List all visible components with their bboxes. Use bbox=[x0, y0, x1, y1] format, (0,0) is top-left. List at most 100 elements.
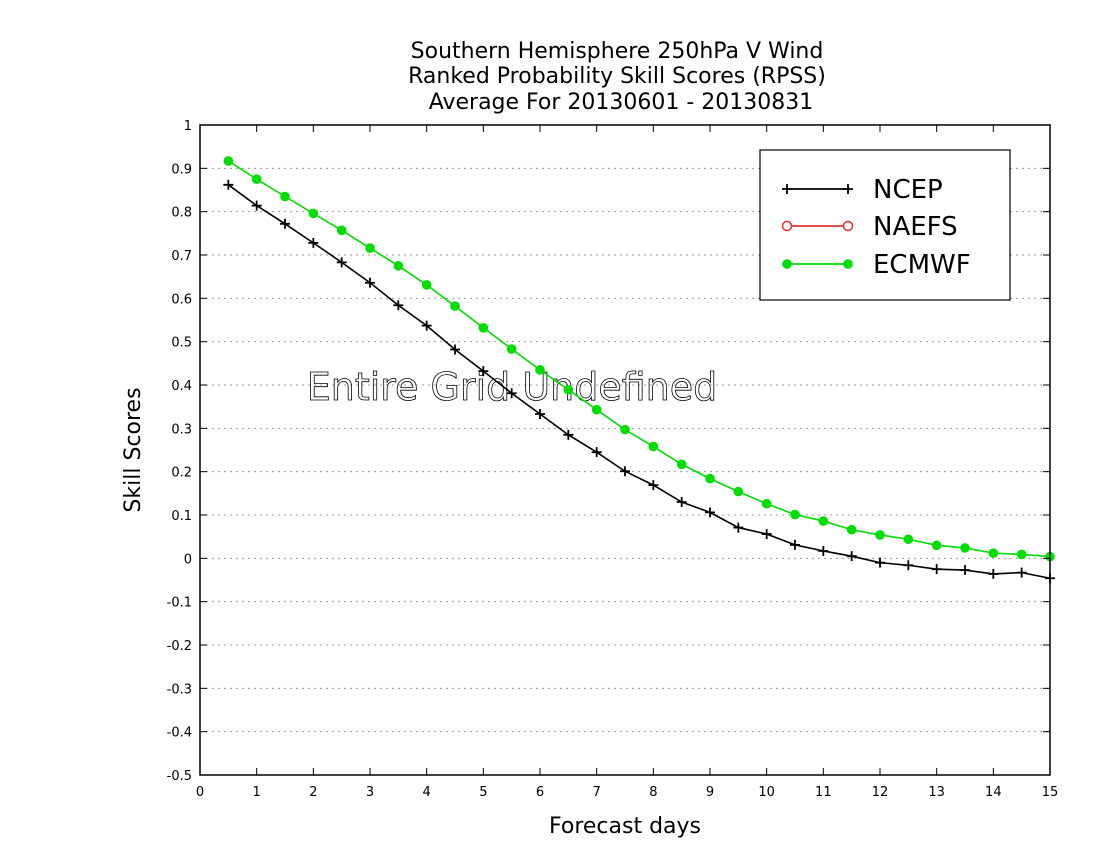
y-tick-label: 0.3 bbox=[171, 422, 192, 437]
ncep-point bbox=[875, 557, 885, 568]
y-tick-label: 1 bbox=[184, 119, 192, 134]
ecmwf-point bbox=[676, 459, 687, 470]
ecmwf-point bbox=[223, 156, 234, 166]
ncep-point bbox=[251, 200, 262, 211]
y-tick-label: -0.3 bbox=[167, 682, 192, 697]
ecmwf-point bbox=[1016, 549, 1027, 560]
ncep-point bbox=[648, 480, 659, 491]
ecmwf-point bbox=[336, 225, 347, 236]
ecmwf-point bbox=[393, 261, 404, 271]
ncep-point bbox=[620, 466, 630, 477]
legend-ecmwf-marker bbox=[782, 259, 792, 269]
y-tick-label: -0.2 bbox=[167, 639, 192, 654]
ncep-point bbox=[535, 409, 545, 420]
ecmwf-series-line bbox=[227, 160, 1051, 558]
ecmwf-point bbox=[563, 384, 574, 395]
ncep-point bbox=[960, 565, 970, 576]
y-axis-ticks: -0.5 -0.4 -0.3 -0.2 -0.1 0 0.1 0.2 0.3 0.4 0.5 0.6 0… bbox=[167, 119, 1050, 784]
legend-ncep-label: NCEP bbox=[873, 175, 943, 205]
ncep-point bbox=[336, 257, 347, 268]
ecmwf-point bbox=[761, 498, 772, 509]
ecmwf-point bbox=[875, 530, 885, 540]
ecmwf-point bbox=[450, 301, 460, 311]
ecmwf-point bbox=[280, 191, 290, 202]
legend-naefs-label: NAEFS bbox=[873, 212, 958, 242]
ncep-point bbox=[308, 237, 319, 248]
ncep-point bbox=[903, 560, 914, 571]
x-axis-ticks: 0 1 2 3 4 5 6 7 8 9 10 11 12 13 14 15 bbox=[196, 125, 1058, 800]
ncep-point bbox=[931, 564, 942, 575]
ecmwf-point bbox=[591, 404, 602, 415]
legend-ecmwf-marker bbox=[843, 259, 853, 269]
grid-undefined-annotation: Entire Grid Undefined bbox=[307, 365, 718, 409]
annotation-layer: Entire Grid Undefined bbox=[306, 365, 718, 410]
ecmwf-point bbox=[506, 344, 517, 354]
y-tick-label: 0.2 bbox=[171, 466, 192, 481]
legend-naefs-marker bbox=[781, 220, 793, 232]
legend-ncep-marker bbox=[843, 184, 853, 194]
y-tick-label: 0.9 bbox=[171, 162, 192, 177]
legend-ecmwf-label: ECMWF bbox=[873, 250, 971, 280]
ecmwf-point bbox=[790, 509, 800, 520]
x-tick-label: 7 bbox=[593, 785, 601, 800]
ncep-point bbox=[988, 568, 999, 579]
ecmwf-point bbox=[733, 486, 744, 497]
ecmwf-point bbox=[421, 280, 432, 290]
title-line-1: Southern Hemisphere 250hPa V Wind bbox=[411, 39, 824, 64]
ncep-point bbox=[846, 551, 857, 562]
ecmwf-point bbox=[308, 208, 319, 219]
ncep-point bbox=[280, 218, 290, 229]
legend-box bbox=[759, 149, 1011, 301]
x-tick-label: 11 bbox=[815, 785, 832, 800]
ecmwf-point bbox=[365, 243, 375, 253]
x-tick-label: 2 bbox=[309, 785, 317, 800]
x-tick-label: 15 bbox=[1042, 785, 1059, 800]
x-tick-label: 1 bbox=[253, 785, 261, 800]
ncep-point bbox=[450, 344, 460, 355]
ncep-point bbox=[421, 320, 432, 331]
legend-ncep-marker bbox=[782, 184, 792, 194]
legend: NCEP NAEFS ECMWF bbox=[759, 149, 1011, 301]
y-tick-label: 0.8 bbox=[171, 206, 192, 221]
x-tick-label: 13 bbox=[928, 785, 945, 800]
ecmwf-point bbox=[988, 548, 999, 558]
ncep-point bbox=[591, 447, 602, 458]
ecmwf-point bbox=[931, 540, 942, 551]
x-tick-label: 8 bbox=[649, 785, 657, 800]
ecmwf-point bbox=[648, 441, 659, 452]
ncep-point bbox=[705, 507, 715, 518]
ncep-point bbox=[393, 300, 404, 311]
y-tick-label: -0.1 bbox=[167, 596, 192, 611]
ncep-point bbox=[790, 539, 800, 550]
ecmwf-point bbox=[960, 543, 970, 553]
y-tick-label: 0.6 bbox=[171, 292, 192, 307]
x-tick-label: 10 bbox=[758, 785, 775, 800]
chart-title: Southern Hemisphere 250hPa V Wind Ranked… bbox=[408, 39, 826, 115]
x-tick-label: 14 bbox=[985, 785, 1002, 800]
title-line-3: Average For 20130601 - 20130831 bbox=[429, 90, 814, 115]
series-layer bbox=[223, 156, 1055, 584]
ncep-point bbox=[223, 179, 234, 190]
y-axis-label: Skill Scores bbox=[121, 387, 146, 512]
x-tick-label: 12 bbox=[872, 785, 889, 800]
ncep-point bbox=[506, 388, 517, 399]
x-tick-label: 6 bbox=[536, 785, 544, 800]
ncep-point bbox=[365, 277, 375, 288]
ecmwf-point bbox=[620, 424, 630, 435]
y-tick-label: 0.5 bbox=[171, 336, 192, 351]
ncep-point bbox=[478, 366, 489, 377]
legend-naefs-marker bbox=[842, 220, 854, 232]
x-tick-label: 3 bbox=[366, 785, 374, 800]
ncep-point bbox=[761, 529, 772, 540]
ecmwf-point bbox=[903, 534, 914, 545]
ncep-point bbox=[676, 497, 687, 507]
ecmwf-point bbox=[478, 323, 489, 333]
y-tick-label: -0.4 bbox=[167, 726, 192, 741]
y-tick-label: 0.7 bbox=[171, 249, 192, 264]
ncep-point bbox=[1016, 567, 1027, 578]
ecmwf-point bbox=[705, 473, 715, 484]
ecmwf-point bbox=[251, 174, 262, 184]
x-axis-label: Forecast days bbox=[549, 814, 701, 839]
y-tick-label: 0.1 bbox=[171, 509, 192, 524]
